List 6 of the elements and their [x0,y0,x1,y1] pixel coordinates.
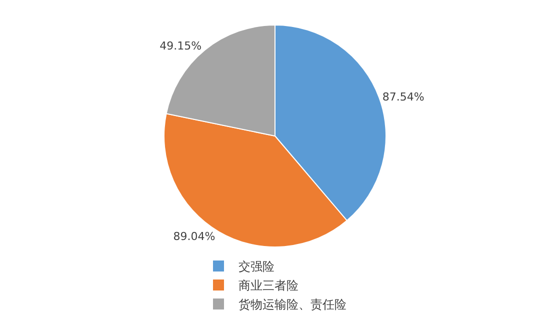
data-label: 49.15% [160,40,202,53]
legend-label: 商业三者险 [238,278,298,293]
data-label: 89.04% [173,230,216,243]
legend-label: 货物运输险、责任险 [238,298,346,312]
data-label: 87.54% [382,90,424,104]
legend-label: 交强险 [238,260,274,274]
